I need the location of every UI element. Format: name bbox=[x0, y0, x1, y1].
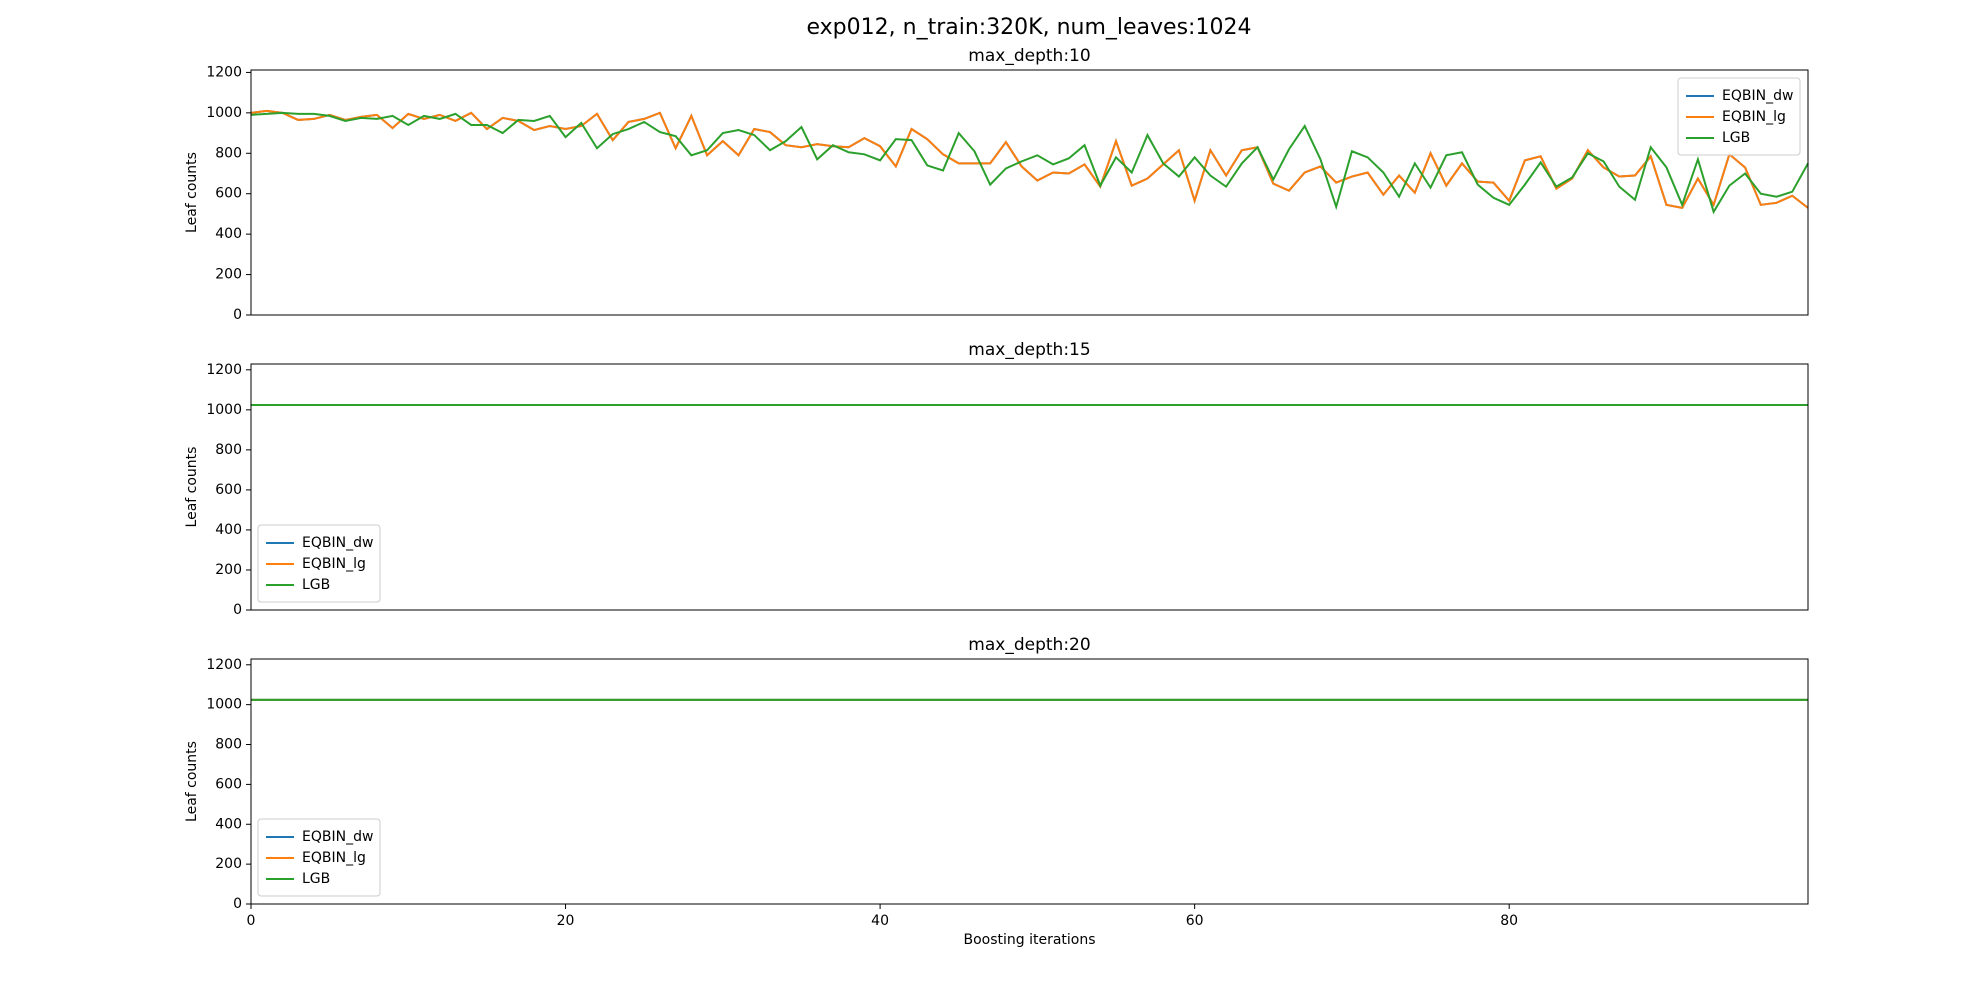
y-tick-label: 800 bbox=[215, 145, 242, 161]
y-tick-label: 800 bbox=[215, 737, 242, 753]
y-tick-label: 600 bbox=[215, 186, 242, 202]
y-tick-label: 200 bbox=[215, 267, 242, 283]
legend-box bbox=[1677, 77, 1801, 156]
y-tick-label: 0 bbox=[233, 896, 242, 912]
y-tick-label: 1200 bbox=[206, 64, 242, 80]
y-axis-label: Leaf counts bbox=[184, 152, 200, 233]
series-line bbox=[250, 109, 1809, 209]
figure-title: exp012, n_train:320K, num_leaves:1024 bbox=[807, 15, 1252, 40]
plot-frame bbox=[250, 363, 1809, 611]
x-tick-label: 80 bbox=[1500, 913, 1518, 929]
y-tick-label: 1200 bbox=[206, 657, 242, 673]
y-tick-label: 1000 bbox=[206, 697, 242, 713]
plot-frame bbox=[250, 69, 1809, 316]
subplot-title: max_depth:10 bbox=[968, 46, 1090, 66]
legend-label: EQBIN_lg bbox=[1722, 109, 1786, 125]
y-tick-label: 1000 bbox=[206, 105, 242, 121]
y-axis-label: Leaf counts bbox=[184, 447, 200, 528]
legend-label: LGB bbox=[302, 577, 330, 593]
legend-box bbox=[257, 818, 381, 897]
y-tick-label: 200 bbox=[215, 856, 242, 872]
legend-label: EQBIN_lg bbox=[302, 850, 366, 866]
legend-label: EQBIN_dw bbox=[1722, 88, 1793, 104]
legend-label: EQBIN_lg bbox=[302, 556, 366, 572]
y-axis-label: Leaf counts bbox=[184, 741, 200, 822]
y-tick-label: 200 bbox=[215, 562, 242, 578]
y-tick-label: 600 bbox=[215, 776, 242, 792]
legend-label: EQBIN_dw bbox=[302, 829, 373, 845]
subplot-title: max_depth:15 bbox=[968, 340, 1090, 360]
y-tick-label: 400 bbox=[215, 522, 242, 538]
x-tick-label: 40 bbox=[871, 913, 889, 929]
x-tick-label: 60 bbox=[1186, 913, 1204, 929]
y-tick-label: 800 bbox=[215, 442, 242, 458]
legend-box bbox=[257, 524, 381, 603]
y-tick-label: 1200 bbox=[206, 362, 242, 378]
subplot-title: max_depth:20 bbox=[968, 635, 1090, 655]
x-tick-label: 0 bbox=[247, 913, 256, 929]
x-tick-label: 20 bbox=[557, 913, 575, 929]
legend-label: LGB bbox=[302, 871, 330, 887]
legend-label: LGB bbox=[1722, 130, 1750, 146]
y-tick-label: 400 bbox=[215, 226, 242, 242]
plot-frame bbox=[250, 658, 1809, 905]
y-tick-label: 0 bbox=[233, 602, 242, 618]
legend-label: EQBIN_dw bbox=[302, 535, 373, 551]
x-axis-label: Boosting iterations bbox=[963, 932, 1095, 948]
y-tick-label: 600 bbox=[215, 482, 242, 498]
y-tick-label: 0 bbox=[233, 307, 242, 323]
y-tick-label: 1000 bbox=[206, 402, 242, 418]
y-tick-label: 400 bbox=[215, 816, 242, 832]
series-line bbox=[250, 111, 1809, 215]
